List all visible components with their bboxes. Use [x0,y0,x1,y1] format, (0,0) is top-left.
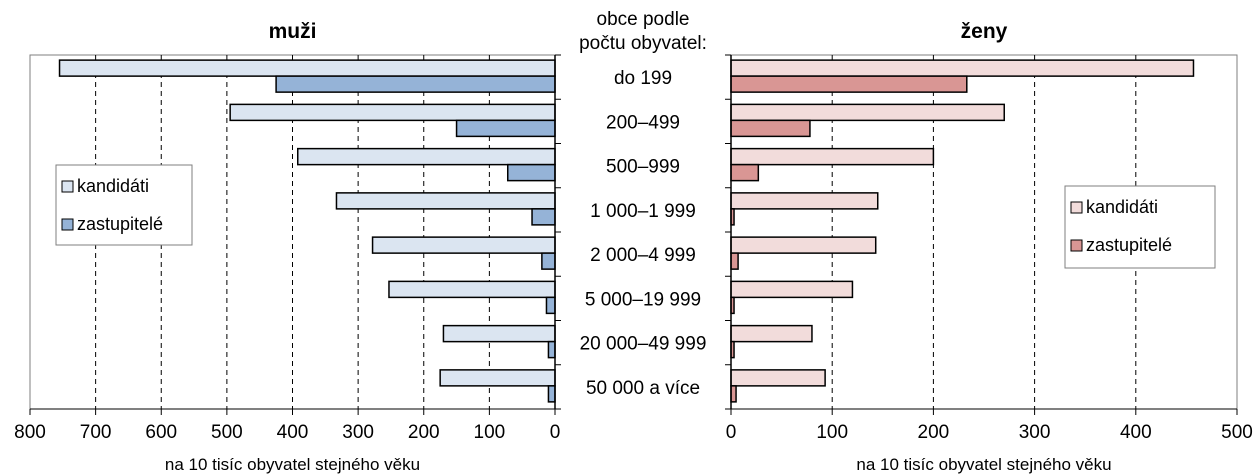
men-x-tick-label: 300 [342,422,374,443]
men-bar-councillors [507,163,556,182]
men-bar-candidates [297,147,556,166]
category-label: 200–499 [606,112,680,133]
center-header-line-1: obce podle [597,9,690,30]
men-chart-title: muži [269,20,317,43]
men-legend-swatch [61,218,74,231]
women-x-tick-label: 100 [816,422,848,443]
men-bar-councillors [455,119,556,138]
category-label: 2 000–4 999 [590,245,696,266]
women-x-tick-label: 300 [1019,422,1051,443]
women-x-tick-label: 500 [1221,422,1253,443]
category-label: do 199 [614,68,672,89]
men-legend-swatch [61,180,74,193]
center-header-line-2: počtu obyvatel: [579,33,707,54]
men-bar-councillors [541,252,556,270]
men-bar-candidates [58,59,556,77]
women-bar-councillors [730,75,968,93]
women-bar-councillors [730,163,760,182]
women-x-tick-label: 200 [918,422,950,443]
women-bar-candidates [730,369,826,387]
men-chart-panel: 800 700 600 500 400 300 200 100 0 na 10 tisíc oby… [14,20,561,474]
men-x-tick-label: 800 [14,422,46,443]
category-label: 1 000–1 999 [590,201,696,222]
women-bar-candidates [730,324,813,343]
women-bar-candidates [730,147,935,166]
category-label: 20 000–49 999 [580,334,707,355]
women-legend [1064,185,1216,269]
women-bar-candidates [730,103,1005,122]
women-bar-councillors [730,252,739,270]
men-bar-candidates [371,236,556,254]
women-bar-candidates [730,236,877,254]
men-x-tick-label: 700 [80,422,112,443]
women-x-axis-label: na 10 tisíc obyvatel stejného věku [856,455,1111,474]
category-label: 500–999 [606,157,680,178]
men-legend-label: kandidáti [77,176,149,196]
women-x-tick-label: 0 [726,422,737,443]
women-x-tick-label: 400 [1120,422,1152,443]
women-bar-councillors [730,119,811,138]
women-legend-label: kandidáti [1086,197,1158,217]
men-bar-candidates [439,369,556,387]
men-bar-councillors [531,208,556,226]
women-chart-title: ženy [961,20,1008,43]
women-bar-candidates [730,192,879,210]
men-x-tick-label: 600 [145,422,177,443]
women-bar-candidates [730,280,854,299]
men-x-tick-label: 100 [474,422,506,443]
men-bar-candidates [442,324,556,343]
women-bar-councillors [730,385,737,403]
men-bar-councillors [275,75,556,93]
men-x-tick-label: 400 [277,422,309,443]
men-bar-candidates [229,103,556,122]
women-legend-label: zastupitelé [1086,235,1172,255]
men-x-tick-label: 500 [211,422,243,443]
men-x-axis-label: na 10 tisíc obyvatel stejného věku [165,455,420,474]
category-label: 50 000 a více [586,378,700,399]
men-x-tick-label: 200 [408,422,440,443]
men-bar-candidates [335,192,556,210]
men-legend [55,164,193,246]
women-legend-swatch [1070,201,1083,214]
men-bar-candidates [388,280,556,299]
men-x-tick-label: 0 [550,422,561,443]
men-bar-councillors [547,340,556,359]
men-legend-label: zastupitelé [77,214,163,234]
women-chart-panel: 0 100 200 300 400 500 na 10 tisíc obyvatel ste… [725,20,1253,474]
municipality-size-labels: obce podle počtu obyvatel: do 199 200–499… [579,9,707,399]
women-bar-candidates [730,59,1195,77]
category-label: 5 000–19 999 [585,289,701,310]
men-bar-councillors [545,296,556,315]
men-bar-councillors [547,385,556,403]
women-legend-swatch [1070,239,1083,252]
